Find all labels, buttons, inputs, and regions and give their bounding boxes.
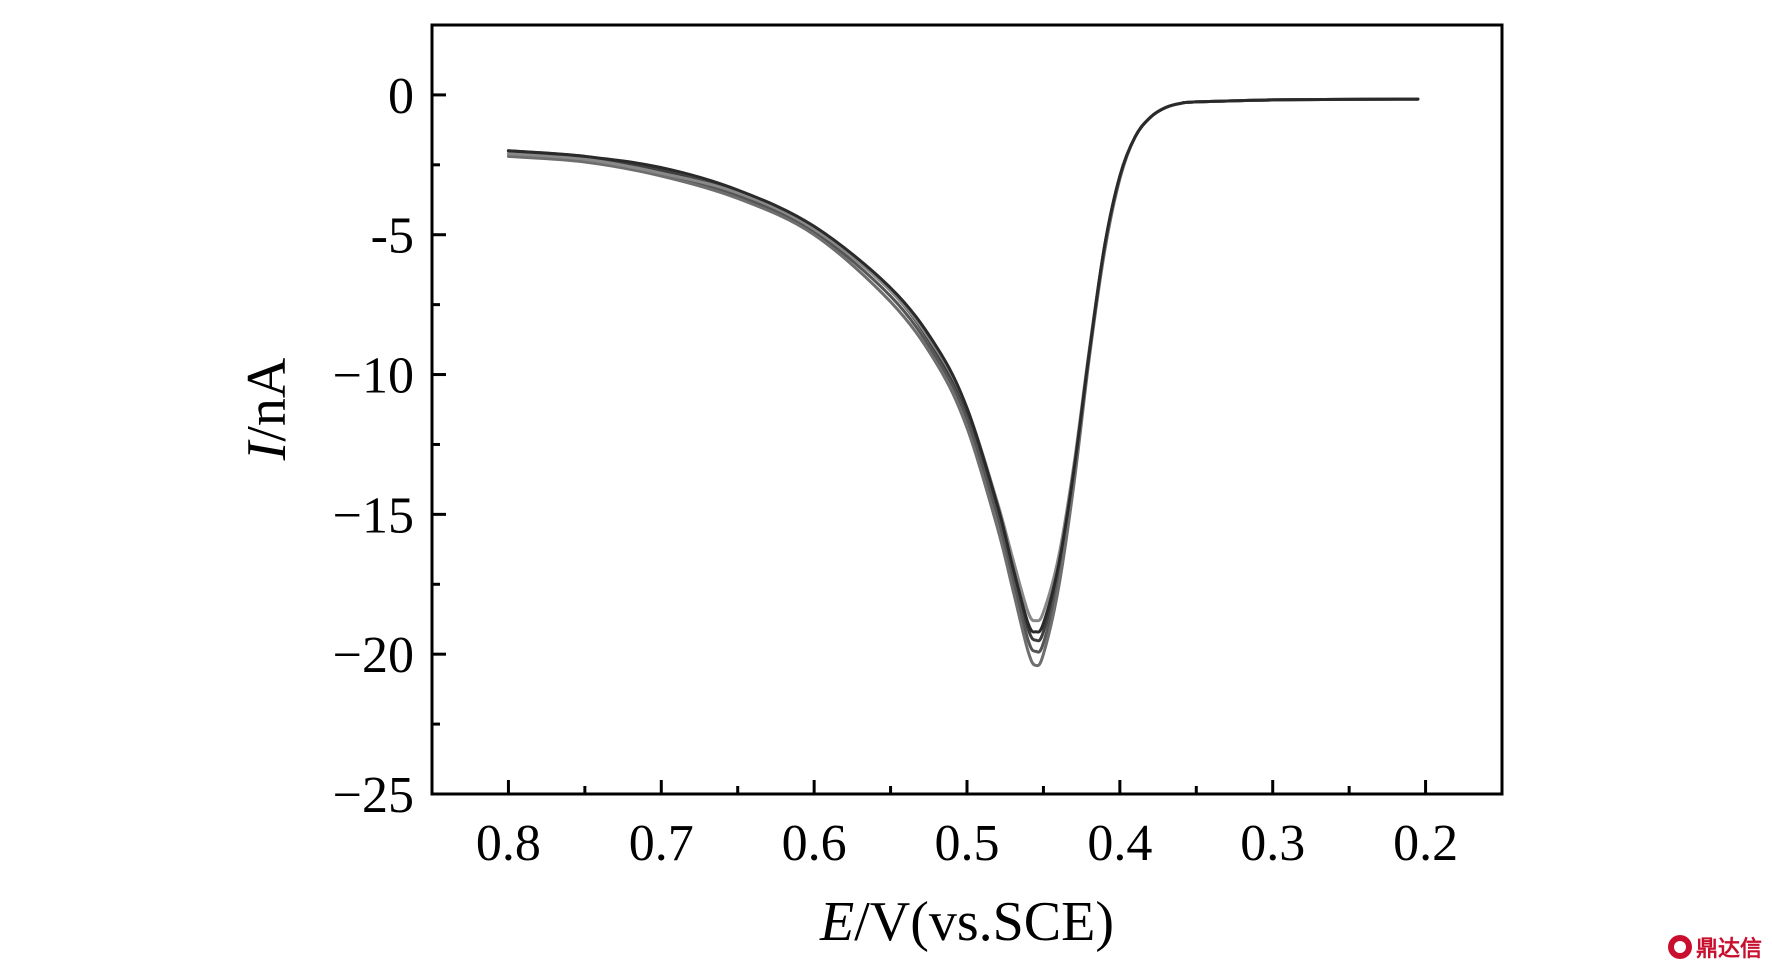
x-axis-title-unit: /V(vs.SCE): [854, 891, 1114, 953]
x-tick-label: 0.2: [1393, 815, 1458, 872]
x-axis-title: E/V(vs.SCE): [819, 891, 1114, 953]
series-line-3: [506, 97, 1420, 668]
series-line-2: [506, 97, 1420, 654]
x-axis-title-symbol: E: [819, 891, 854, 953]
axis-ticks: [432, 93, 1428, 796]
x-tick-label: 0.5: [935, 815, 1000, 872]
y-axis-title-unit: /nA: [236, 357, 298, 442]
voltammogram-curves: [506, 97, 1420, 668]
series-line-5: [506, 97, 1420, 634]
y-tick-label: −10: [333, 348, 414, 405]
y-tick-label: -5: [371, 208, 414, 265]
x-tick-label: 0.6: [782, 815, 847, 872]
tick-labels: 0.8 0.7 0.6 0.5 0.4 0.3 0.2 0 -5 −10 −15 −20 −25: [333, 68, 1458, 872]
y-tick-label: −20: [333, 627, 414, 684]
series-line-4: [506, 97, 1420, 623]
y-axis-title: I/nA: [236, 357, 298, 461]
watermark: 鼎达信: [1667, 931, 1762, 963]
y-tick-label: −15: [333, 487, 414, 544]
x-tick-label: 0.8: [476, 815, 541, 872]
x-tick-label: 0.4: [1087, 815, 1152, 872]
series-line-1: [506, 97, 1420, 643]
y-tick-label: 0: [388, 68, 414, 125]
y-axis-title-symbol: I: [236, 439, 298, 461]
x-tick-label: 0.3: [1240, 815, 1305, 872]
y-tick-label: −25: [333, 767, 414, 824]
x-tick-label: 0.7: [629, 815, 694, 872]
brand-logo-icon: [1667, 935, 1692, 959]
watermark-text: 鼎达信: [1695, 937, 1762, 962]
